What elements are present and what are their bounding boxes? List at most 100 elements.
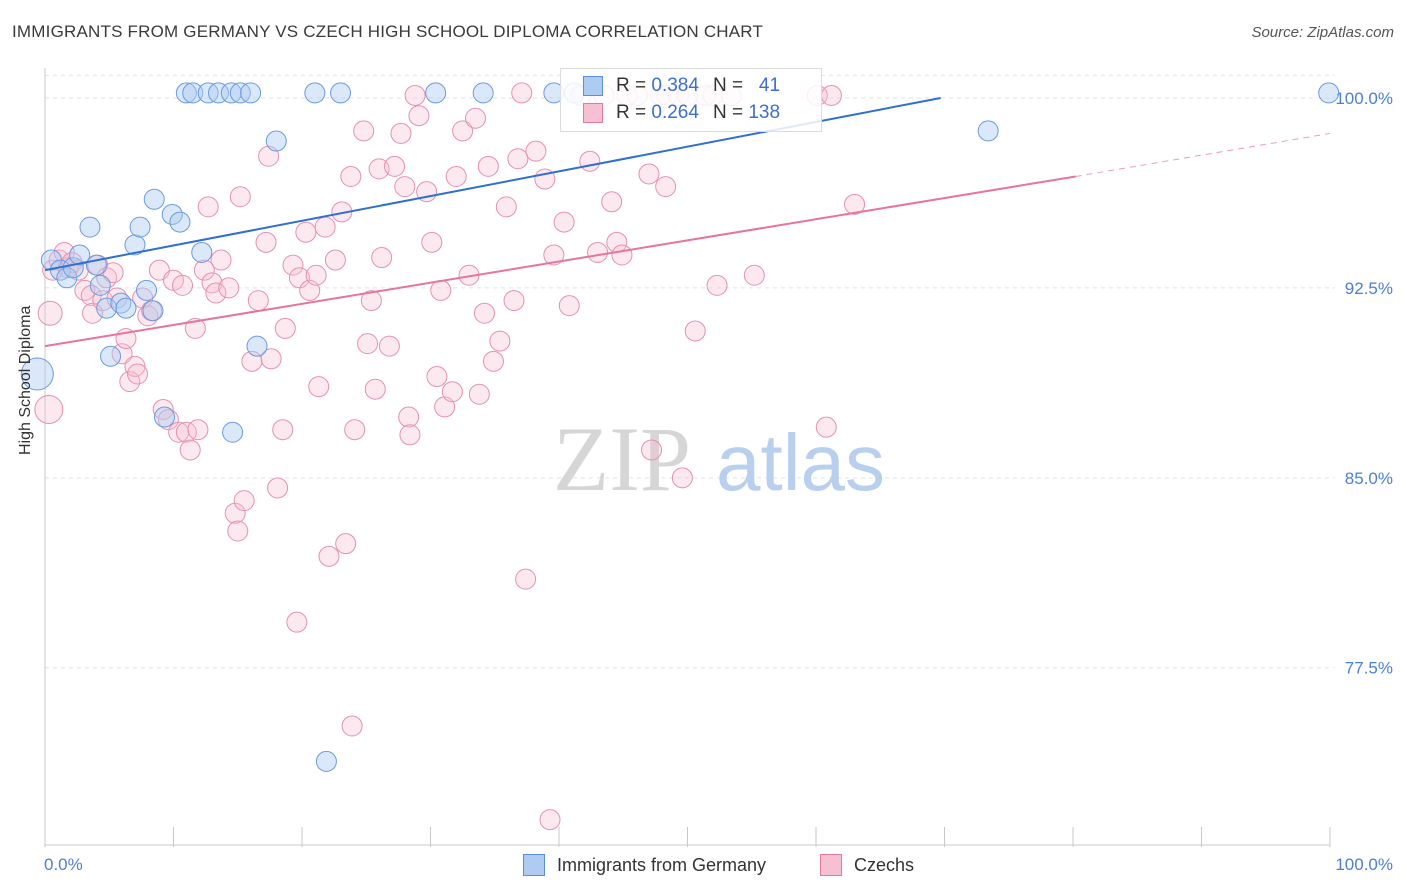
czech-point bbox=[187, 419, 209, 441]
bottom-legend-germany: Immigrants from Germany bbox=[523, 852, 766, 878]
czech-point bbox=[390, 122, 412, 144]
germany-point bbox=[124, 234, 146, 256]
y-tick-label: 77.5% bbox=[1345, 659, 1393, 678]
y-tick-label: 100.0% bbox=[1335, 89, 1393, 108]
czech-point bbox=[308, 376, 330, 398]
czech-point bbox=[452, 120, 474, 142]
germany-point bbox=[330, 82, 352, 104]
czech-point bbox=[473, 302, 495, 324]
czech-point bbox=[324, 249, 346, 271]
czech-point bbox=[197, 196, 219, 218]
czech-point bbox=[553, 211, 575, 233]
legend-row-germany: R = 0.384 N = 41 bbox=[583, 73, 780, 99]
czech-point bbox=[655, 176, 677, 198]
czech-point bbox=[489, 330, 511, 352]
czech-point bbox=[421, 231, 443, 253]
czech-point bbox=[464, 107, 486, 129]
source-label: Source: ZipAtlas.com bbox=[1251, 24, 1394, 41]
czech-point bbox=[641, 439, 663, 461]
czech-point bbox=[371, 247, 393, 269]
czech-point bbox=[587, 241, 609, 263]
watermark-atlas: atlas bbox=[716, 418, 885, 507]
germany-point bbox=[143, 188, 165, 210]
czech-point bbox=[193, 259, 215, 281]
czech-point bbox=[247, 290, 269, 312]
germany-point bbox=[304, 82, 326, 104]
czech-point bbox=[684, 320, 706, 342]
czech-point bbox=[274, 317, 296, 339]
legend-swatch-czechs bbox=[583, 103, 603, 123]
czech-point bbox=[820, 84, 842, 106]
legend-r-value-germany: 0.384 bbox=[651, 75, 699, 96]
czech-point bbox=[430, 279, 452, 301]
czech-point bbox=[82, 302, 104, 324]
germany-point bbox=[977, 120, 999, 142]
watermark-zip: ZIP bbox=[553, 408, 691, 510]
czech-point bbox=[318, 545, 340, 567]
germany-point bbox=[69, 244, 91, 266]
czech-point bbox=[233, 490, 255, 512]
czech-point bbox=[295, 221, 317, 243]
czech-point bbox=[124, 355, 146, 377]
czech-point bbox=[579, 150, 601, 172]
germany-point bbox=[472, 82, 494, 104]
x-tick-label: 100.0% bbox=[1335, 855, 1393, 874]
czech-point bbox=[384, 155, 406, 177]
czech-point bbox=[601, 191, 623, 213]
germany-point bbox=[220, 82, 242, 104]
germany-point bbox=[79, 216, 101, 238]
germany-point bbox=[182, 82, 204, 104]
czech-point bbox=[394, 176, 416, 198]
legend-r-value-czechs: 0.264 bbox=[651, 102, 699, 123]
germany-point bbox=[56, 267, 78, 289]
germany-point bbox=[154, 406, 176, 428]
legend-n-value-czechs: 138 bbox=[748, 102, 781, 123]
czech-point bbox=[404, 84, 426, 106]
czech-point bbox=[495, 196, 517, 218]
germany-point bbox=[315, 750, 337, 772]
germany-point bbox=[89, 274, 111, 296]
czech-point bbox=[441, 381, 463, 403]
legend-swatch-germany bbox=[583, 76, 603, 96]
czech-point bbox=[706, 274, 728, 296]
czech-point bbox=[360, 290, 382, 312]
czech-point bbox=[408, 105, 430, 127]
bottom-legend-swatch-germany bbox=[523, 854, 545, 876]
czech-point bbox=[611, 244, 633, 266]
czech-point bbox=[558, 295, 580, 317]
germany-point bbox=[96, 297, 118, 319]
germany-point bbox=[191, 241, 213, 263]
czech-point bbox=[353, 120, 375, 142]
czech-point bbox=[340, 165, 362, 187]
germany-point bbox=[20, 357, 54, 391]
legend-r-label: R = bbox=[616, 102, 647, 123]
czech-point bbox=[260, 348, 282, 370]
germany-point bbox=[100, 345, 122, 367]
czech-point bbox=[398, 406, 420, 428]
czech-point bbox=[210, 249, 232, 271]
czech-point bbox=[378, 335, 400, 357]
czech-point bbox=[357, 333, 379, 355]
czech-point bbox=[282, 254, 304, 276]
czech-point bbox=[503, 290, 525, 312]
germany-point bbox=[115, 297, 137, 319]
y-axis-label: High School Diploma bbox=[17, 305, 34, 455]
germany-point bbox=[161, 203, 183, 225]
bottom-legend-swatch-czechs bbox=[820, 854, 842, 876]
y-tick-label: 85.0% bbox=[1345, 469, 1393, 488]
czech-point bbox=[218, 277, 240, 299]
czech-point bbox=[399, 424, 421, 446]
czech-point bbox=[288, 267, 310, 289]
czech-point bbox=[815, 416, 837, 438]
czech-point bbox=[258, 145, 280, 167]
germany-point bbox=[1318, 82, 1340, 104]
czech-trend-line bbox=[44, 175, 1076, 348]
germany-point bbox=[240, 82, 262, 104]
czech-trend-extension bbox=[1075, 132, 1331, 177]
czech-point bbox=[445, 165, 467, 187]
czech-point bbox=[515, 568, 537, 590]
czech-point bbox=[272, 419, 294, 441]
czech-point bbox=[34, 394, 64, 424]
czech-point bbox=[525, 140, 547, 162]
